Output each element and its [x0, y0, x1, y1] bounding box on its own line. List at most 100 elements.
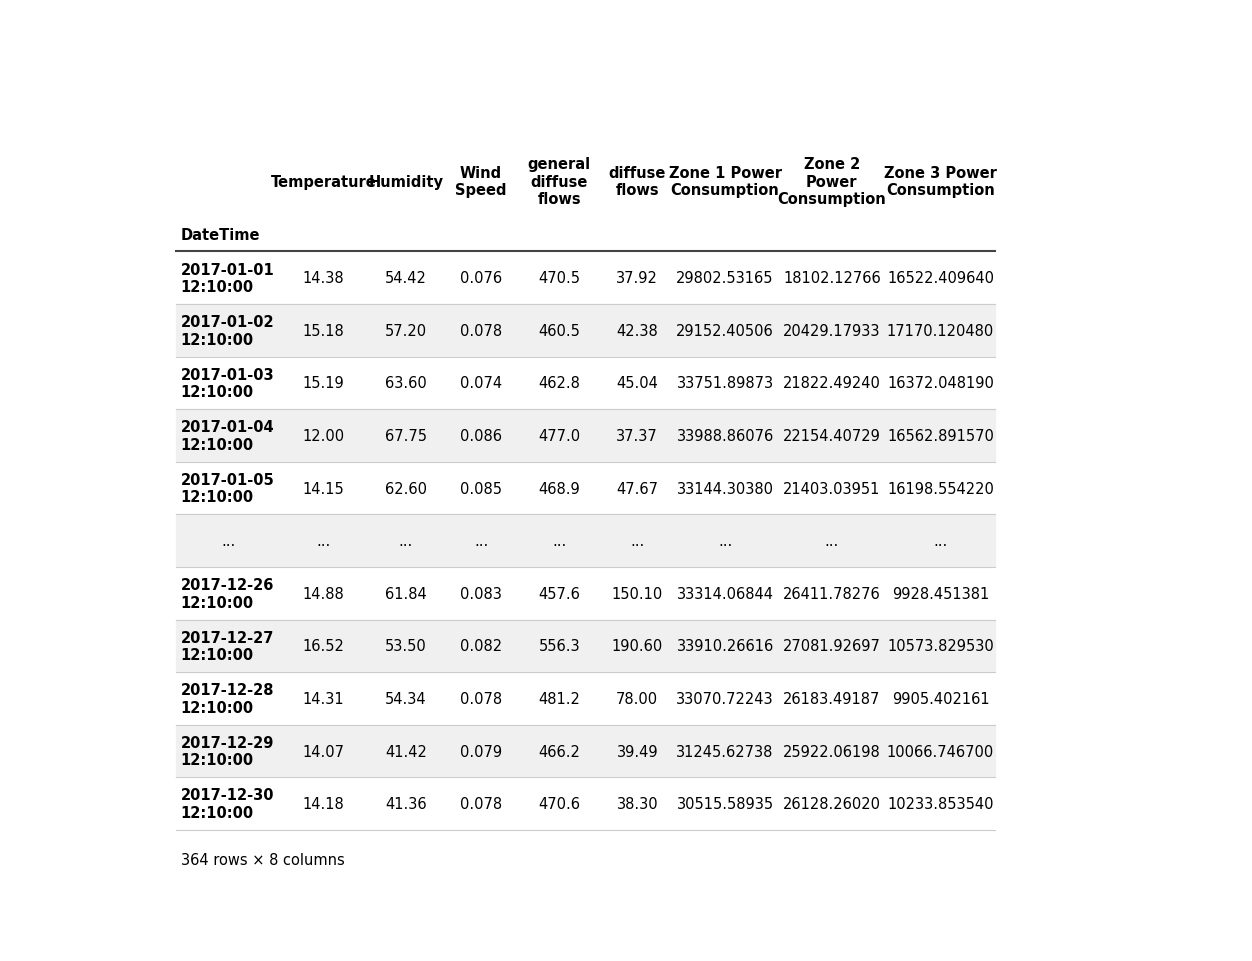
- Text: 16198.554220: 16198.554220: [888, 481, 994, 496]
- Bar: [175, 567, 995, 620]
- Text: 29152.40506: 29152.40506: [676, 324, 774, 338]
- Text: 481.2: 481.2: [538, 691, 580, 706]
- Text: 20429.17933: 20429.17933: [782, 324, 880, 338]
- Text: 78.00: 78.00: [616, 691, 659, 706]
- Text: 15.19: 15.19: [303, 376, 344, 391]
- Text: 63.60: 63.60: [386, 376, 427, 391]
- Text: 0.078: 0.078: [459, 797, 502, 811]
- Text: 41.42: 41.42: [384, 744, 427, 759]
- Text: 466.2: 466.2: [538, 744, 580, 759]
- Text: 0.074: 0.074: [459, 376, 502, 391]
- Text: 2017-12-29
12:10:00: 2017-12-29 12:10:00: [180, 735, 274, 768]
- Text: 31245.62738: 31245.62738: [676, 744, 774, 759]
- Bar: [175, 777, 995, 830]
- Text: 54.42: 54.42: [384, 271, 427, 286]
- Text: 2017-12-26
12:10:00: 2017-12-26 12:10:00: [180, 578, 274, 610]
- Text: 468.9: 468.9: [538, 481, 580, 496]
- Text: 10573.829530: 10573.829530: [888, 639, 994, 653]
- Text: 16562.891570: 16562.891570: [888, 429, 994, 444]
- Text: 47.67: 47.67: [616, 481, 659, 496]
- Text: 16372.048190: 16372.048190: [888, 376, 994, 391]
- Text: 14.18: 14.18: [303, 797, 344, 811]
- Text: ...: ...: [934, 533, 948, 549]
- Text: 14.88: 14.88: [303, 586, 344, 602]
- Text: 10233.853540: 10233.853540: [888, 797, 994, 811]
- Bar: [175, 515, 995, 567]
- Text: 45.04: 45.04: [616, 376, 659, 391]
- Text: 18102.12766: 18102.12766: [782, 271, 880, 286]
- Text: 30515.58935: 30515.58935: [676, 797, 774, 811]
- Bar: [175, 725, 995, 777]
- Text: 0.085: 0.085: [459, 481, 502, 496]
- Bar: [175, 409, 995, 462]
- Text: 2017-12-27
12:10:00: 2017-12-27 12:10:00: [180, 630, 274, 662]
- Text: 14.07: 14.07: [303, 744, 344, 759]
- Text: 15.18: 15.18: [303, 324, 344, 338]
- Text: 17170.120480: 17170.120480: [886, 324, 994, 338]
- Text: ...: ...: [552, 533, 566, 549]
- Text: 33144.30380: 33144.30380: [676, 481, 774, 496]
- Text: ...: ...: [825, 533, 839, 549]
- Text: 39.49: 39.49: [616, 744, 659, 759]
- Text: Wind
Speed: Wind Speed: [456, 165, 507, 198]
- Text: Zone 2
Power
Consumption: Zone 2 Power Consumption: [777, 157, 886, 207]
- Text: Temperature: Temperature: [270, 175, 377, 189]
- Text: 61.84: 61.84: [386, 586, 427, 602]
- Bar: [175, 252, 995, 305]
- Text: 21403.03951: 21403.03951: [784, 481, 880, 496]
- Text: 25922.06198: 25922.06198: [782, 744, 880, 759]
- Text: 9905.402161: 9905.402161: [891, 691, 989, 706]
- Text: ...: ...: [222, 533, 235, 549]
- Text: 22154.40729: 22154.40729: [782, 429, 880, 444]
- Bar: [175, 673, 995, 725]
- Text: 16.52: 16.52: [303, 639, 344, 653]
- Bar: [175, 462, 995, 515]
- Text: 53.50: 53.50: [386, 639, 427, 653]
- Text: 0.078: 0.078: [459, 691, 502, 706]
- Text: 190.60: 190.60: [612, 639, 662, 653]
- Text: 2017-01-05
12:10:00: 2017-01-05 12:10:00: [180, 473, 274, 505]
- Text: 2017-01-03
12:10:00: 2017-01-03 12:10:00: [180, 367, 274, 400]
- Text: 57.20: 57.20: [384, 324, 427, 338]
- Text: 37.37: 37.37: [616, 429, 659, 444]
- Text: 2017-01-02
12:10:00: 2017-01-02 12:10:00: [180, 315, 274, 347]
- Bar: [175, 620, 995, 673]
- Text: 460.5: 460.5: [538, 324, 580, 338]
- Text: Zone 3 Power
Consumption: Zone 3 Power Consumption: [884, 165, 997, 198]
- Text: 33910.26616: 33910.26616: [676, 639, 774, 653]
- Text: ...: ...: [630, 533, 645, 549]
- Text: general
diffuse
flows: general diffuse flows: [527, 157, 591, 207]
- Text: ...: ...: [398, 533, 413, 549]
- Text: 33070.72243: 33070.72243: [676, 691, 774, 706]
- Text: 0.079: 0.079: [459, 744, 502, 759]
- Text: 27081.92697: 27081.92697: [782, 639, 880, 653]
- Text: 2017-01-04
12:10:00: 2017-01-04 12:10:00: [180, 420, 274, 453]
- Text: ...: ...: [317, 533, 331, 549]
- Text: 16522.409640: 16522.409640: [886, 271, 994, 286]
- Text: DateTime: DateTime: [180, 228, 260, 243]
- Text: 364 rows × 8 columns: 364 rows × 8 columns: [180, 852, 344, 867]
- Text: 37.92: 37.92: [616, 271, 659, 286]
- Text: 2017-01-01
12:10:00: 2017-01-01 12:10:00: [180, 262, 274, 295]
- Text: 0.078: 0.078: [459, 324, 502, 338]
- Text: 12.00: 12.00: [302, 429, 344, 444]
- Text: 26183.49187: 26183.49187: [784, 691, 880, 706]
- Text: Humidity: Humidity: [368, 175, 443, 189]
- Text: ...: ...: [475, 533, 488, 549]
- Text: 67.75: 67.75: [384, 429, 427, 444]
- Text: 457.6: 457.6: [538, 586, 580, 602]
- Text: 556.3: 556.3: [538, 639, 580, 653]
- Text: 0.082: 0.082: [459, 639, 502, 653]
- Text: 54.34: 54.34: [386, 691, 427, 706]
- Text: 0.083: 0.083: [461, 586, 502, 602]
- Text: 477.0: 477.0: [538, 429, 580, 444]
- Text: 0.076: 0.076: [459, 271, 502, 286]
- Bar: [175, 357, 995, 409]
- Text: 9928.451381: 9928.451381: [891, 586, 989, 602]
- Text: 10066.746700: 10066.746700: [886, 744, 994, 759]
- Text: 2017-12-28
12:10:00: 2017-12-28 12:10:00: [180, 682, 274, 715]
- Text: ...: ...: [717, 533, 732, 549]
- Text: 26128.26020: 26128.26020: [782, 797, 881, 811]
- Text: diffuse
flows: diffuse flows: [608, 165, 666, 198]
- Text: 42.38: 42.38: [616, 324, 659, 338]
